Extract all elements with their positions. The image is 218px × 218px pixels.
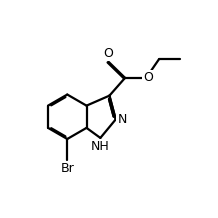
Text: Br: Br [60, 162, 74, 175]
Text: O: O [143, 71, 153, 84]
Text: NH: NH [91, 140, 110, 153]
Text: N: N [117, 113, 127, 126]
Text: O: O [104, 47, 113, 60]
